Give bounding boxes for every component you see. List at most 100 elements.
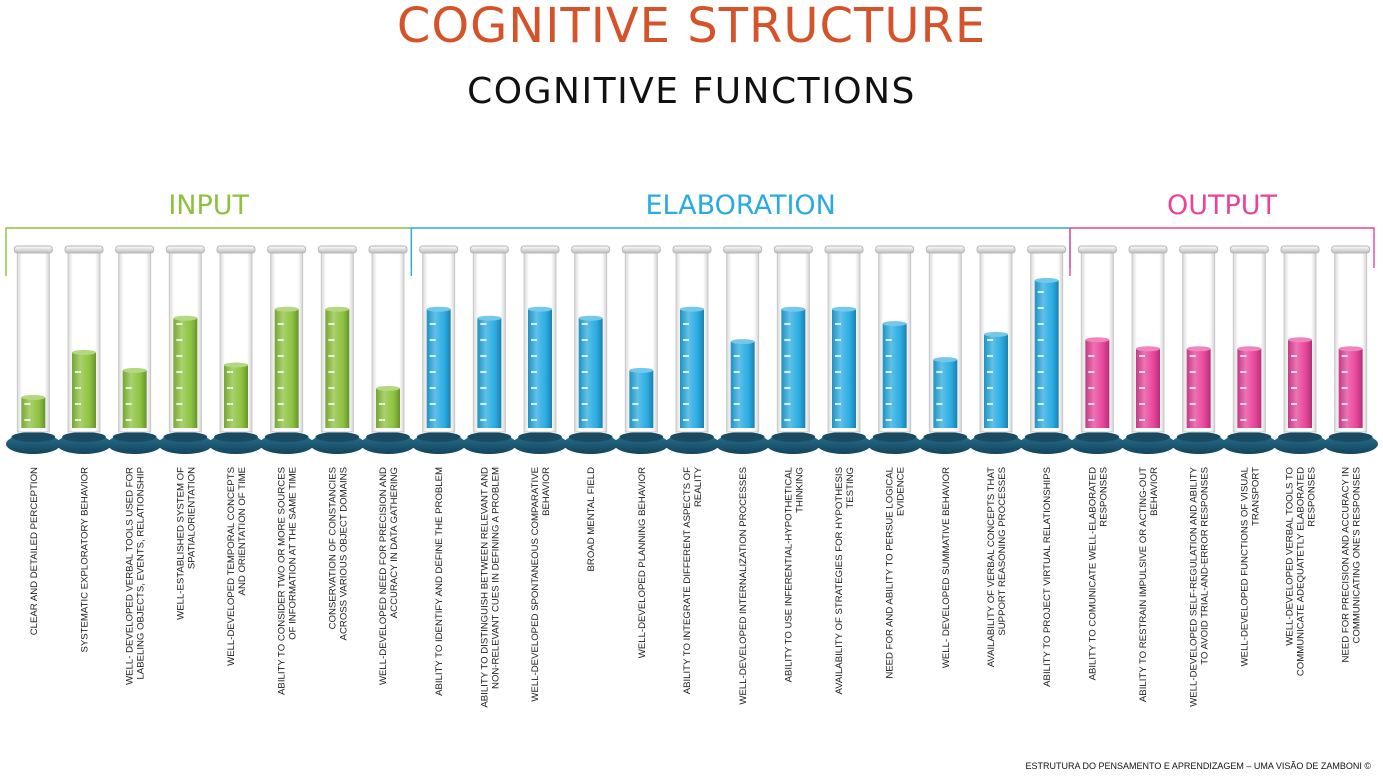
cylinder-rim <box>115 245 155 254</box>
cylinder-label-line: WELL-DEVELOPED INTERNALIZATION PROCESSES <box>738 467 749 705</box>
cylinder-label: WELL-DEVELOPED VERBAL TOOLS TOCOMMUNICAT… <box>1285 467 1318 676</box>
cylinder-label: ABILITY TO IDENTIFY AND DEFINE THE PROBL… <box>434 467 445 696</box>
cylinder-label-line: THINKING <box>794 467 805 513</box>
cylinder-label-line: BEHAVIOR <box>1149 467 1160 516</box>
cylinder-label-line: SYSTEMATIC EXPLORATORY BEHAVIOR <box>80 467 91 653</box>
cylinder-fill <box>274 309 299 428</box>
cylinder-label-line: WELL-ESTABLISHED SYSTEM OF <box>175 467 186 620</box>
cylinder-label-line: EVIDENCE <box>896 467 907 516</box>
cylinder-rim <box>368 245 408 254</box>
cylinder-label-line: WELL-DEVELOPED SELF-REGULATION AND ABILI… <box>1189 466 1200 706</box>
cylinder-output-4 <box>1222 245 1277 454</box>
cylinder-rim <box>723 245 763 254</box>
cylinder-label: ABILITY TO INTEGRATE DIFFERENT ASPECTS O… <box>682 466 704 694</box>
cylinder-fill <box>376 388 400 428</box>
cylinder-fill-top <box>528 306 552 312</box>
cylinder-base-top <box>11 432 56 442</box>
cylinder-base-top <box>163 432 208 442</box>
cylinder-fill-top <box>882 321 907 327</box>
cylinder-fill-top <box>274 306 299 312</box>
cylinder-fill-top <box>477 315 502 321</box>
cylinder-base-top <box>720 432 765 442</box>
cylinder-label-line: COMMUNICATING ONE'S RESPONSES <box>1352 467 1363 644</box>
cylinder-label: WELL-DEVELOPED NEED FOR PRECISION ANDACC… <box>378 467 400 685</box>
cylinder-rim <box>571 245 611 254</box>
cylinder-fill-top <box>629 367 654 373</box>
cylinder-label: ABILITY TO PROJECT VIRTUAL RELATIONSHIPS <box>1042 467 1053 687</box>
cylinder-base-top <box>1075 432 1120 442</box>
cylinder-label: WELL- DEVELOPED SUMMATIVE BEHAVIOR <box>941 467 952 668</box>
cylinder-elaboration-11 <box>918 245 973 454</box>
cylinder-fill <box>680 309 704 428</box>
cylinder-label: CLEAR AND DETAILED PERCEPTION <box>29 467 40 635</box>
cylinder-label-line: ABILITY TO INTEGRATE DIFFERENT ASPECTS O… <box>682 467 693 694</box>
cylinder-label: ABILITY TO DISTINGUISH BETWEEN RELEVANT … <box>479 467 501 708</box>
cylinder-base-top <box>923 432 968 442</box>
cylinder-elaboration-10 <box>867 245 923 454</box>
cylinder-output-2 <box>1120 245 1176 454</box>
cylinder-label-line: ABILITY TO DISTINGUISH BETWEEN RELEVANT … <box>479 467 490 708</box>
cylinder-label-line: LABELING OBJECTS, EVENTS, RELATIONSHIP <box>136 467 147 680</box>
cylinder-label-line: TO AVOID TRIAL-AND-ERROR RESPONSES <box>1200 467 1211 665</box>
cylinder-fill-top <box>1288 337 1312 343</box>
cylinder-label-line: ABILITY TO CONSIDER TWO OR MORE SOURCES <box>277 467 288 695</box>
cylinder-elaboration-4 <box>563 245 619 454</box>
cylinder-label: WELL-DEVELOPED PLANNING BEHAVIOR <box>637 467 648 658</box>
cylinder-fill-top <box>781 306 806 312</box>
cylinder-rim <box>1331 245 1371 254</box>
cylinder-fill-top <box>730 339 755 345</box>
cylinder-rim <box>1280 245 1320 254</box>
cylinder-rim <box>1229 245 1269 254</box>
cylinder-label: ABILITY TO COMUNICATE WELL-ELABORATEDRES… <box>1087 467 1109 680</box>
cylinder-input-1 <box>5 245 61 454</box>
cylinder-rim <box>875 245 915 254</box>
cylinder-elaboration-7 <box>715 245 771 454</box>
cylinder-label-line: SUPPORT REASONING PROCESSES <box>997 467 1008 636</box>
group-heading-elaboration: ELABORATION <box>645 190 835 221</box>
cylinder-fill-top <box>1338 346 1363 352</box>
cylinder-base-top <box>62 432 106 442</box>
cylinder-input-3 <box>107 245 162 454</box>
cylinder-elaboration-6 <box>664 245 720 454</box>
cylinder-output-3 <box>1171 245 1226 454</box>
cylinder-label-line: REALITY <box>693 466 704 507</box>
cylinder-elaboration-2 <box>462 245 517 454</box>
cylinder-label-line: WELL- DEVELOPED SUMMATIVE BEHAVIOR <box>941 467 952 668</box>
cylinder-rim <box>1128 245 1168 254</box>
cylinder-fill-top <box>72 349 96 355</box>
cylinder-rim <box>773 245 813 254</box>
group-heading-input: INPUT <box>168 190 249 221</box>
cylinder-fill <box>122 370 147 428</box>
cylinder-fill-top <box>1085 337 1110 343</box>
cylinder-base-top <box>264 432 309 442</box>
cylinder-fill <box>730 341 755 428</box>
cylinder-elaboration-3 <box>512 245 568 454</box>
cylinder-label-line: WELL-DEVELOPED VERBAL TOOLS TO <box>1285 467 1296 646</box>
cylinder-label: WELL-ESTABLISHED SYSTEM OFSPATIALORIENTA… <box>175 467 197 620</box>
cylinder-fill-top <box>21 394 46 400</box>
cylinder-fill-top <box>680 306 704 312</box>
cylinder-label-line: WELL-DEVELOPED PLANNING BEHAVIOR <box>637 467 648 658</box>
cylinder-base-top <box>1227 432 1272 442</box>
cylinder-fill <box>21 397 46 428</box>
cylinder-base-top <box>214 432 258 442</box>
cylinder-fill-top <box>325 306 350 312</box>
cylinder-elaboration-13 <box>1019 245 1074 454</box>
cylinder-input-4 <box>158 245 213 454</box>
cylinder-rim <box>520 245 560 254</box>
cylinder-label-line: COMMUNICATE ADEQUATETLY ELABORATED <box>1296 467 1307 676</box>
cylinder-rim <box>267 245 307 254</box>
cylinder-rim <box>216 245 256 254</box>
cylinder-input-2 <box>56 245 112 454</box>
cylinder-fill <box>72 352 96 428</box>
cylinder-base-top <box>670 432 714 442</box>
cylinder-label-line: CONSERVATION OF CONSTANCIES <box>327 467 338 629</box>
cylinder-rim <box>925 245 965 254</box>
cylinder-label-line: AVAILABILITY OF STRATEGIES FOR HYPOTHESI… <box>834 467 845 694</box>
cylinder-label-line: SPATIALORIENTATION <box>186 467 197 569</box>
cylinder-label: SYSTEMATIC EXPLORATORY BEHAVIOR <box>80 467 91 653</box>
cylinder-rim <box>1077 245 1117 254</box>
cylinder-elaboration-5 <box>614 245 669 454</box>
cylinder-label-line: ACCURACY IN DATA GATHERING <box>389 467 400 618</box>
bracket-output <box>1069 227 1375 276</box>
